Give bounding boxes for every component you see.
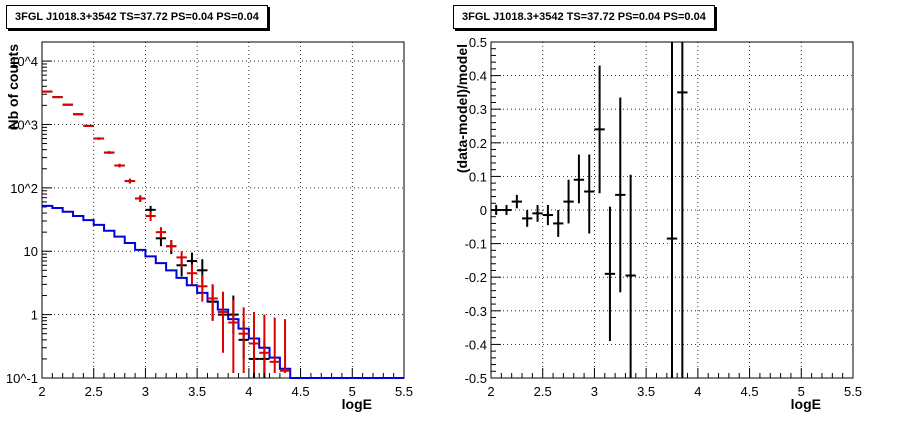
x-tick-label: 3.5 [637,384,655,399]
x-axis-title: logE [791,396,821,412]
y-tick-label: 10^-1 [6,371,38,386]
y-tick-label: 0.3 [469,102,487,117]
y-tick-label: 10^3 [10,117,38,132]
residuals-point [604,206,616,342]
y-tick-label: 0.5 [469,35,487,50]
residuals-point [594,65,605,194]
model-points-point [259,314,270,373]
y-tick-label: -0.2 [465,270,487,285]
model-points-point [135,195,146,202]
residuals-point [677,42,688,378]
x-tick-label: 2 [38,384,45,399]
y-axis-title: Nb of counts [5,44,21,130]
y-tick-label: 10^2 [10,181,38,196]
x-tick-label: 3 [591,384,598,399]
left-plot-pad: 2 2.5 3 3.5 4 4.5 5 5.5 10^-1 1 10 10^2 10^3 10^4 logE… [5,5,413,412]
residuals-point [542,204,554,226]
model-points-point [52,96,63,99]
model-points-point [104,151,115,154]
y-tick-label: 10^4 [10,54,38,69]
plot-canvas: 2 2.5 3 3.5 4 4.5 5 5.5 -0.5 -0.4 -0.3 -0.2 -0.1 0 0.1… [454,35,862,412]
residuals-point [501,204,512,216]
residuals-point [491,204,502,216]
left-plot-title: 3FGL J1018.3+3542 TS=37.72 PS=0.04 PS=0.… [6,5,268,29]
residuals-point [511,194,523,209]
y-tick-label: 10 [24,244,38,259]
residuals-point [522,210,533,227]
model-points-point [279,319,291,373]
model-points-point [42,90,53,93]
x-tick-label: 2.5 [85,384,103,399]
y-tick-label: -0.1 [465,237,487,252]
model-points-point [93,137,105,140]
x-tick-label: 5.5 [395,384,413,399]
y-tick-label: -0.5 [465,371,487,386]
plot-frame [41,41,405,379]
x-tick-label: 5 [349,384,356,399]
model-points-point [83,124,94,127]
model-points-point [166,240,177,252]
residuals-point [553,210,564,237]
y-tick-label: 0.1 [469,169,487,184]
residuals-point [625,174,636,378]
model-points-point [114,163,125,168]
model-step-line [42,204,404,379]
x-tick-label: 5 [798,384,805,399]
y-tick-label: 0.4 [469,69,487,84]
model-points-point [269,317,280,373]
y-tick-label: 0 [480,203,487,218]
x-tick-label: 4.5 [292,384,310,399]
model-points-point [248,311,260,373]
model-points-point [145,211,156,221]
model-points-point [124,178,136,184]
y-tick-label: 0.2 [469,136,487,151]
plot-canvas: 2 2.5 3 3.5 4 4.5 5 5.5 10^-1 1 10 10^2 10^3 10^4 logE… [5,41,413,412]
model-points-point [62,103,74,106]
x-tick-label: 3.5 [188,384,206,399]
y-tick-label: 1 [31,308,38,323]
y-axis-title: (data-model)/model [454,44,470,173]
right-plot-pad: 2 2.5 3 3.5 4 4.5 5 5.5 -0.5 -0.4 -0.3 -0.2 -0.1 0 0.1… [449,0,898,421]
y-tick-label: -0.4 [465,337,487,352]
x-tick-label: 2 [487,384,494,399]
x-tick-label: 3 [142,384,149,399]
residuals-point [666,42,678,378]
x-tick-label: 2.5 [534,384,552,399]
model-points-point [217,291,229,353]
x-tick-label: 4 [694,384,701,399]
model-points-point [155,227,167,239]
x-axis-title: logE [342,396,372,412]
x-tick-label: 4.5 [741,384,759,399]
y-tick-label: -0.3 [465,304,487,319]
model-points-point [73,113,84,116]
model-points-point [197,275,208,302]
model-points-point [207,284,218,321]
model-points-point [238,307,249,373]
x-tick-label: 4 [245,384,252,399]
residuals-point [532,204,543,222]
model-points-point [228,300,239,373]
x-tick-label: 5.5 [844,384,862,399]
model-points-point [186,264,198,285]
residuals-point [563,179,574,224]
model-points-point [176,251,187,268]
residuals-point [615,97,626,293]
residuals-point [584,154,595,234]
right-plot-title: 3FGL J1018.3+3542 TS=37.72 PS=0.04 PS=0.… [453,5,715,29]
residuals-point [573,154,585,204]
